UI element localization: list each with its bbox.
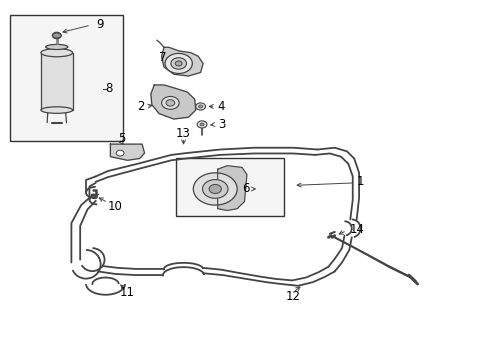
Circle shape: [200, 123, 203, 126]
Polygon shape: [151, 85, 195, 119]
Bar: [10, 15, 122, 140]
Ellipse shape: [52, 33, 61, 38]
Bar: [41, 53, 73, 110]
Circle shape: [193, 173, 237, 205]
Circle shape: [164, 53, 192, 73]
Polygon shape: [217, 166, 246, 211]
Polygon shape: [110, 144, 144, 160]
Circle shape: [197, 121, 206, 128]
Ellipse shape: [45, 44, 68, 50]
Text: 4: 4: [217, 100, 224, 113]
Text: 3: 3: [217, 118, 224, 131]
Circle shape: [165, 100, 174, 106]
Text: 5: 5: [118, 132, 125, 145]
Text: 7: 7: [159, 51, 166, 64]
Text: 14: 14: [348, 223, 364, 236]
Bar: [176, 158, 283, 216]
Circle shape: [161, 96, 179, 109]
Circle shape: [175, 61, 182, 66]
Ellipse shape: [41, 49, 73, 57]
Circle shape: [195, 103, 205, 110]
Circle shape: [202, 180, 227, 198]
Text: 12: 12: [285, 290, 300, 303]
Text: 6: 6: [242, 183, 249, 195]
Text: 13: 13: [176, 127, 191, 140]
Polygon shape: [161, 47, 203, 76]
Circle shape: [52, 32, 61, 39]
Ellipse shape: [41, 107, 73, 113]
Text: 9: 9: [96, 18, 103, 31]
Circle shape: [170, 58, 186, 69]
Text: 10: 10: [108, 201, 122, 213]
Text: 8: 8: [105, 82, 113, 95]
Text: 11: 11: [120, 287, 135, 300]
Text: 1: 1: [356, 175, 364, 188]
Circle shape: [198, 105, 202, 108]
Circle shape: [209, 184, 221, 193]
Text: 2: 2: [137, 100, 144, 113]
Circle shape: [116, 150, 124, 156]
